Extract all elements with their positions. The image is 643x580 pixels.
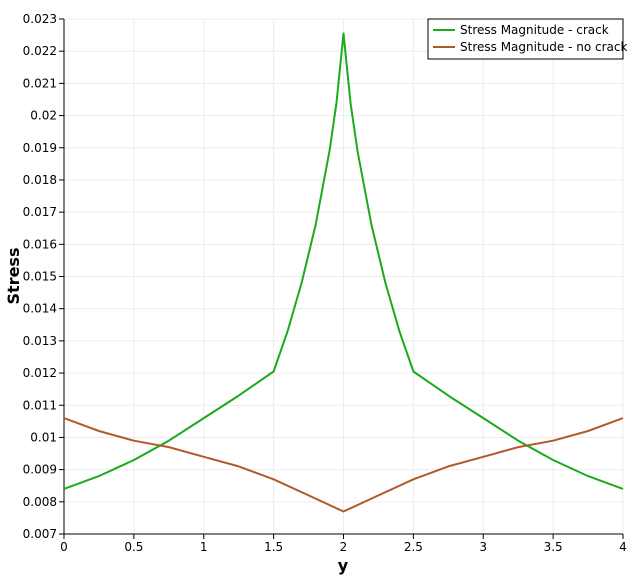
y-ticks: 0.007 0.008 0.009 0.01 0.011 0.012 0.013 0.014 0… xyxy=(23,12,64,541)
y-tick-label: 0.019 xyxy=(23,141,57,155)
y-tick-label: 0.012 xyxy=(23,366,57,380)
series-group xyxy=(63,32,624,513)
x-tick-label: 2.5 xyxy=(404,540,423,554)
grid xyxy=(63,18,624,535)
series-line-crack xyxy=(63,32,624,490)
y-tick-label: 0.011 xyxy=(23,398,57,412)
y-tick-label: 0.017 xyxy=(23,205,57,219)
x-ticks: 0 0.5 1 1.5 2 2.5 3 3.5 4 xyxy=(60,534,627,554)
series-line-no-crack xyxy=(63,417,624,513)
y-tick-label: 0.02 xyxy=(30,109,57,123)
y-tick-label: 0.008 xyxy=(23,495,57,509)
x-tick-label: 3 xyxy=(479,540,487,554)
legend-label-no-crack: Stress Magnitude - no crack xyxy=(460,40,627,54)
x-tick-label: 2 xyxy=(340,540,348,554)
y-tick-label: 0.022 xyxy=(23,44,57,58)
x-axis-title: y xyxy=(338,556,349,575)
x-tick-label: 4 xyxy=(619,540,627,554)
x-tick-label: 3.5 xyxy=(544,540,563,554)
y-axis-title: Stress xyxy=(4,248,23,305)
legend-label-crack: Stress Magnitude - crack xyxy=(460,23,609,37)
y-tick-label: 0.021 xyxy=(23,76,57,90)
y-tick-label: 0.015 xyxy=(23,270,57,284)
y-tick-label: 0.023 xyxy=(23,12,57,26)
y-tick-label: 0.018 xyxy=(23,173,57,187)
y-tick-label: 0.014 xyxy=(23,302,57,316)
y-tick-label: 0.016 xyxy=(23,237,57,251)
x-tick-label: 0.5 xyxy=(124,540,143,554)
y-tick-label: 0.007 xyxy=(23,527,57,541)
legend-box xyxy=(427,18,624,60)
legend: Stress Magnitude - crack Stress Magnitud… xyxy=(427,18,627,60)
y-tick-label: 0.01 xyxy=(30,430,57,444)
x-tick-label: 0 xyxy=(60,540,68,554)
y-tick-label: 0.009 xyxy=(23,463,57,477)
x-tick-label: 1 xyxy=(200,540,208,554)
y-tick-label: 0.013 xyxy=(23,334,57,348)
x-tick-label: 1.5 xyxy=(264,540,283,554)
